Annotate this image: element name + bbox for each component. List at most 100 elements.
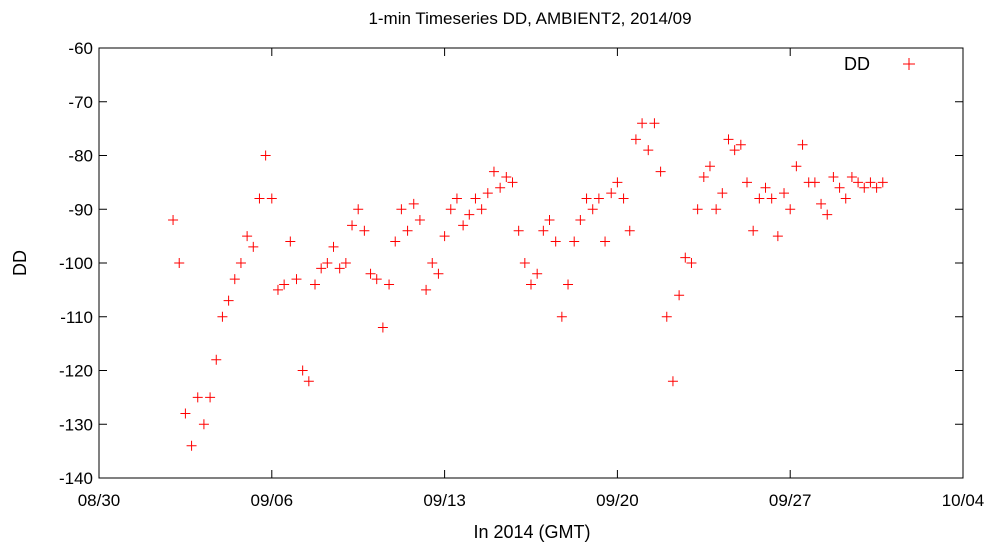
data-point [754, 193, 765, 204]
data-point [470, 193, 481, 204]
data-point [359, 225, 370, 236]
data-point [704, 161, 715, 172]
data-point [791, 161, 802, 172]
data-point [495, 182, 506, 193]
y-tick-label: -100 [59, 254, 93, 273]
data-point [421, 284, 432, 295]
data-point [772, 231, 783, 242]
data-point [630, 134, 641, 145]
data-point [488, 166, 499, 177]
data-point [396, 204, 407, 215]
data-point [303, 376, 314, 387]
data-point [402, 225, 413, 236]
data-point [612, 177, 623, 188]
data-point [680, 252, 691, 263]
data-point [482, 188, 493, 199]
data-point [365, 268, 376, 279]
data-point [871, 182, 882, 193]
data-point [846, 172, 857, 182]
data-point [618, 193, 629, 204]
plot-frame [98, 47, 964, 479]
data-point [260, 150, 271, 161]
axis-ticks: -60 -70 -80 -90 -100 -110 -120 -130 -140 08/30 09/… [59, 39, 984, 510]
data-point [192, 392, 203, 403]
data-point [816, 198, 827, 209]
x-tick-label: 09/27 [769, 491, 812, 510]
data-point [779, 188, 790, 199]
data-point [674, 290, 685, 301]
data-point [809, 177, 820, 188]
data-point [544, 215, 555, 225]
data-point [445, 204, 456, 215]
data-point [840, 193, 851, 204]
data-point [593, 193, 604, 204]
data-point [174, 258, 185, 268]
data-point [458, 220, 469, 231]
data-point [316, 263, 327, 274]
data-point [353, 204, 364, 215]
data-point [587, 204, 598, 215]
data-point [223, 295, 234, 306]
data-point [526, 279, 536, 290]
data-point [563, 279, 574, 290]
data-point [748, 225, 759, 236]
data-point [408, 198, 419, 209]
data-point [279, 279, 290, 290]
data-point [853, 177, 864, 188]
y-tick-label: -60 [68, 39, 93, 58]
data-point [723, 134, 734, 145]
data-point [180, 408, 191, 419]
data-point [205, 392, 216, 403]
data-point [272, 284, 283, 295]
data-point [828, 172, 839, 182]
data-point [760, 182, 771, 193]
x-tick-label: 09/06 [251, 491, 294, 510]
data-point [538, 225, 549, 236]
data-point [235, 258, 246, 268]
data-point [550, 236, 561, 247]
data-point [686, 258, 697, 268]
data-point [822, 209, 833, 220]
data-point [433, 268, 444, 279]
data-point [285, 236, 296, 247]
y-tick-label: -70 [68, 93, 93, 112]
data-point [766, 193, 777, 204]
data-point [328, 241, 339, 252]
data-point [322, 258, 333, 268]
data-point [649, 118, 660, 129]
x-axis-label: In 2014 (GMT) [473, 522, 590, 542]
data-point [266, 193, 277, 204]
y-tick-label: -130 [59, 415, 93, 434]
data-point [661, 311, 672, 322]
data-point [624, 225, 635, 236]
data-point [877, 177, 888, 188]
data-points [168, 118, 888, 451]
data-point [347, 220, 358, 231]
data-point [217, 311, 228, 322]
data-point [513, 225, 524, 236]
data-point [717, 188, 728, 199]
data-point [476, 204, 487, 215]
data-point [168, 215, 179, 225]
data-point [600, 236, 611, 247]
data-point [254, 193, 265, 204]
legend-marker [903, 58, 915, 70]
data-point [569, 236, 580, 247]
data-point [797, 139, 808, 150]
data-point [575, 215, 586, 225]
data-point [556, 311, 567, 322]
data-point [711, 204, 722, 215]
data-point [242, 231, 253, 242]
data-point [464, 209, 475, 220]
data-point [698, 172, 709, 182]
data-point [384, 279, 395, 290]
data-point [377, 322, 388, 333]
data-point [451, 193, 462, 204]
data-point [692, 204, 703, 215]
data-point [507, 177, 518, 188]
data-point [340, 258, 351, 268]
x-tick-label: 08/30 [78, 491, 121, 510]
data-point [427, 258, 438, 268]
y-tick-label: -120 [59, 362, 93, 381]
